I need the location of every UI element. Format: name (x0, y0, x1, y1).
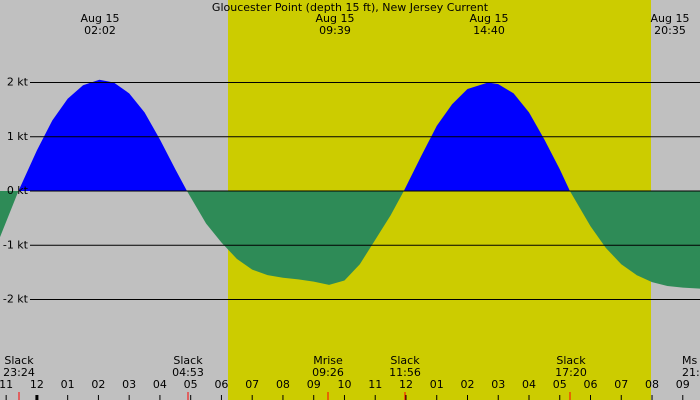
y-tick-label: 1 kt (7, 130, 29, 143)
x-tick-label: 04 (153, 378, 167, 391)
current-area (18, 79, 187, 191)
x-tick-label: 07 (614, 378, 628, 391)
current-area (186, 191, 404, 285)
x-tick-label: 01 (61, 378, 75, 391)
x-tick-label: 06 (584, 378, 598, 391)
x-tick-label: 12 (399, 378, 413, 391)
event-time: 23:24 (3, 366, 35, 379)
y-tick-label: 2 kt (7, 76, 29, 89)
y-tick-label: 0 kt (7, 184, 29, 197)
x-tick-label: 03 (122, 378, 136, 391)
top-time: 02:02 (84, 24, 116, 37)
x-tick-label: 09 (676, 378, 690, 391)
current-area (0, 191, 19, 238)
event-name: Mrise (313, 354, 343, 367)
event-time: 04:53 (172, 366, 204, 379)
x-tick-label: 11 (0, 378, 13, 391)
x-tick-label: 01 (430, 378, 444, 391)
x-tick-label: 08 (645, 378, 659, 391)
y-tick-label: -2 kt (3, 293, 29, 306)
current-area (569, 191, 700, 289)
top-date: Aug 15 (81, 12, 120, 25)
x-tick-label: 09 (307, 378, 321, 391)
top-time: 14:40 (473, 24, 505, 37)
x-tick-label: 04 (522, 378, 536, 391)
event-time: 09:26 (312, 366, 344, 379)
event-name: Ms (682, 354, 697, 367)
chart-title: Gloucester Point (depth 15 ft), New Jers… (212, 1, 489, 14)
top-time: 20:35 (654, 24, 686, 37)
y-tick-label: -1 kt (3, 238, 29, 251)
event-name: Slack (173, 354, 203, 367)
x-tick-label: 05 (553, 378, 567, 391)
x-tick-label: 12 (30, 378, 44, 391)
x-tick-label: 05 (184, 378, 198, 391)
top-date: Aug 15 (316, 12, 355, 25)
event-time: 21:2 (682, 366, 700, 379)
x-tick-label: 08 (276, 378, 290, 391)
top-date: Aug 15 (651, 12, 690, 25)
event-time: 11:56 (389, 366, 421, 379)
event-name: Slack (556, 354, 586, 367)
event-time: 17:20 (555, 366, 587, 379)
top-time: 09:39 (319, 24, 351, 37)
x-tick-label: 07 (245, 378, 259, 391)
x-tick-label: 02 (460, 378, 474, 391)
top-date: Aug 15 (470, 12, 509, 25)
x-tick-label: 10 (337, 378, 351, 391)
x-tick-label: 02 (91, 378, 105, 391)
event-name: Slack (4, 354, 34, 367)
x-tick-label: 03 (491, 378, 505, 391)
event-name: Slack (390, 354, 420, 367)
x-tick-label: 11 (368, 378, 382, 391)
x-tick-label: 06 (214, 378, 228, 391)
